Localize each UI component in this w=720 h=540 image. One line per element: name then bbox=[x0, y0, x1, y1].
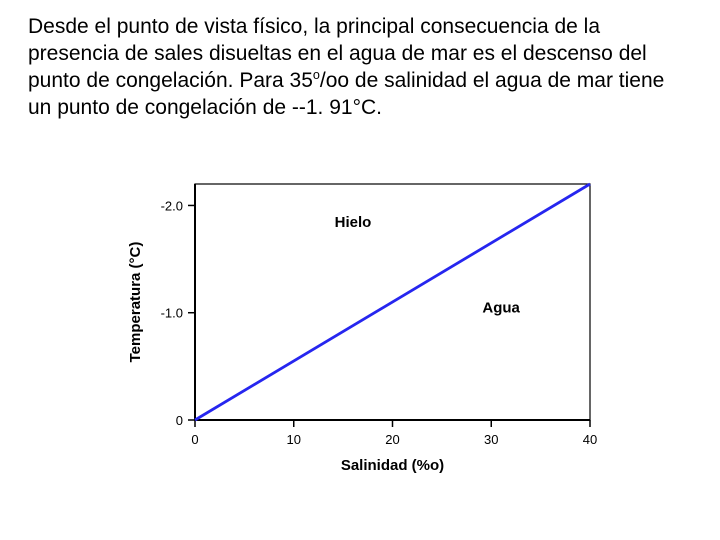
x-tick-label: 40 bbox=[583, 432, 597, 447]
salinity-freezing-chart: 0 10 20 30 40 -2.0 -1.0 0 Salinidad (%o) Temperat… bbox=[115, 170, 605, 490]
y-tick-label: -2.0 bbox=[161, 198, 183, 213]
y-tick-label: -1.0 bbox=[161, 306, 183, 321]
x-tick-label: 30 bbox=[484, 432, 498, 447]
para-sup: o bbox=[313, 68, 320, 82]
y-tick-label: 0 bbox=[176, 413, 183, 428]
x-tick-label: 0 bbox=[191, 432, 198, 447]
x-tick-label: 20 bbox=[385, 432, 399, 447]
y-axis-title: Temperatura (°C) bbox=[127, 242, 144, 363]
intro-paragraph: Desde el punto de vista físico, la princ… bbox=[28, 14, 668, 122]
region-label: Hielo bbox=[335, 214, 372, 231]
x-tick-label: 10 bbox=[287, 432, 301, 447]
chart-svg: 0 10 20 30 40 -2.0 -1.0 0 Salinidad (%o) Temperat… bbox=[115, 170, 605, 490]
x-axis-title: Salinidad (%o) bbox=[341, 457, 444, 474]
region-label: Agua bbox=[482, 300, 520, 317]
